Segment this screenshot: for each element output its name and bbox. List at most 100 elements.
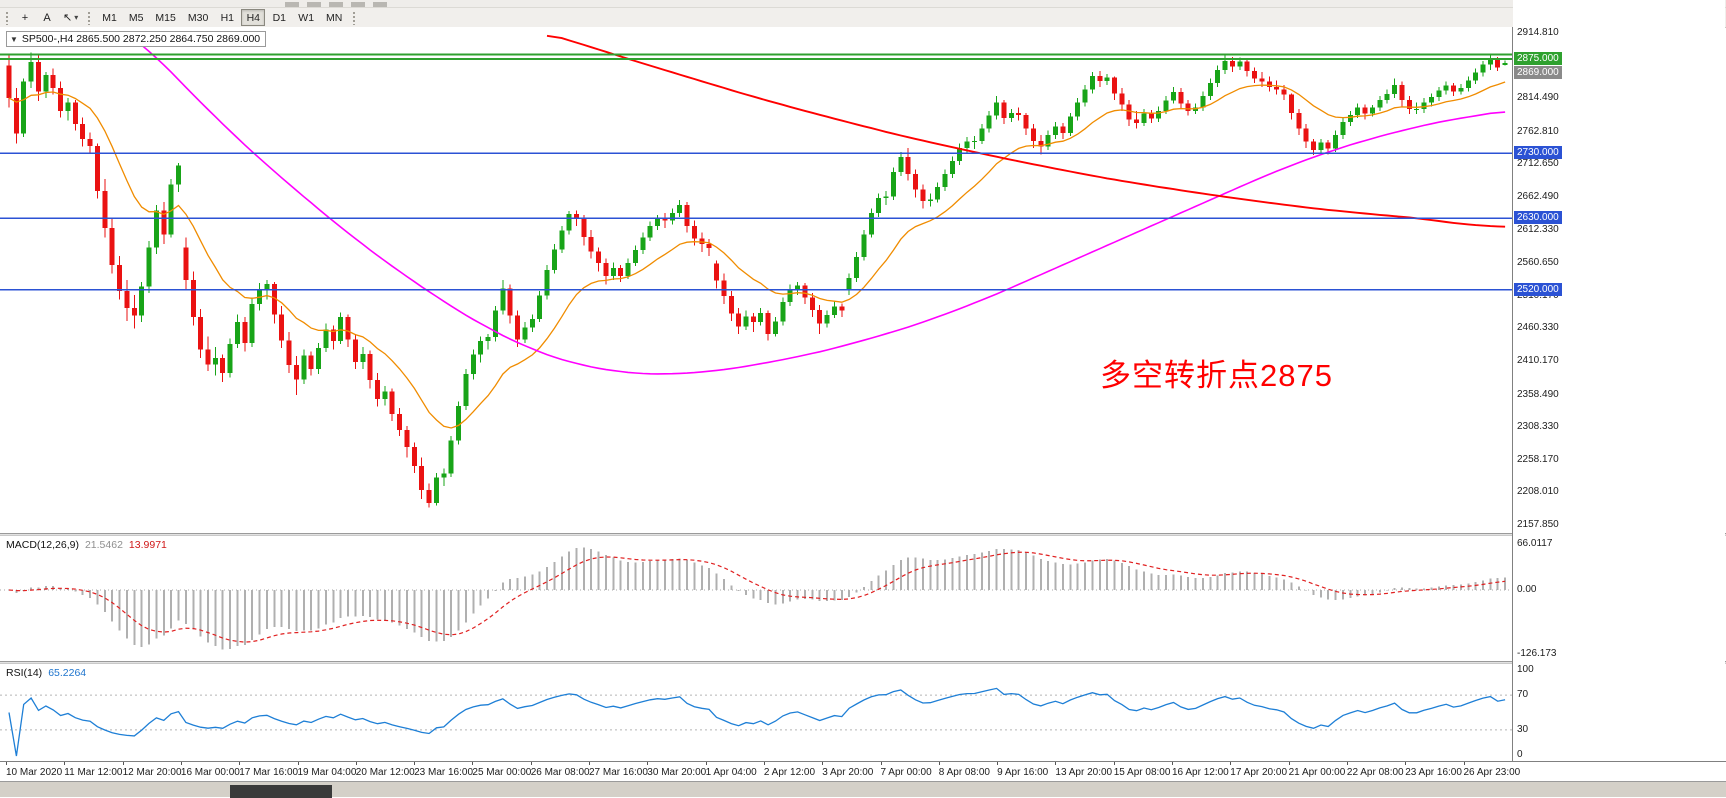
main-price-chart[interactable] bbox=[0, 27, 1512, 533]
time-axis-label: 16 Apr 12:00 bbox=[1172, 767, 1229, 778]
cursor-icon[interactable]: ↖ ▾ bbox=[59, 9, 82, 26]
candle-body bbox=[1244, 61, 1250, 72]
timeframe-h4-button[interactable]: H4 bbox=[241, 9, 266, 26]
candle-body bbox=[1392, 84, 1398, 94]
candle-body bbox=[485, 337, 491, 341]
clipped-toolbar-icon bbox=[329, 2, 343, 7]
candle-body bbox=[264, 283, 270, 289]
candle-body bbox=[301, 355, 307, 380]
candle-body bbox=[1097, 75, 1103, 81]
candle-body bbox=[1458, 88, 1464, 92]
collapse-arrow-icon[interactable]: ▼ bbox=[10, 34, 18, 44]
candle-body bbox=[205, 349, 211, 365]
timeframe-m30-button[interactable]: M30 bbox=[183, 9, 213, 26]
candle-body bbox=[1369, 107, 1375, 114]
candle-body bbox=[537, 295, 543, 319]
candle-body bbox=[949, 160, 955, 174]
time-axis: 10 Mar 2020 11 Mar 12:00 12 Mar 20:00 16 Ma… bbox=[0, 761, 1726, 781]
timeframe-w1-button[interactable]: W1 bbox=[293, 9, 319, 26]
candle-body bbox=[876, 197, 882, 213]
candle-body bbox=[234, 322, 240, 345]
time-tick bbox=[355, 762, 357, 765]
toolbar-drag-handle[interactable] bbox=[5, 10, 10, 25]
candle-body bbox=[1112, 77, 1117, 94]
time-tick bbox=[414, 762, 416, 765]
candle-body bbox=[1384, 93, 1390, 100]
candle-body bbox=[1141, 113, 1147, 124]
candle-body bbox=[1451, 85, 1457, 92]
candle-body bbox=[308, 355, 314, 369]
time-axis-label: 26 Mar 08:00 bbox=[530, 767, 590, 778]
candle-body bbox=[1008, 112, 1014, 119]
candle-body bbox=[839, 306, 845, 311]
candle-body bbox=[994, 102, 1000, 116]
price-axis-label: 2914.810 bbox=[1517, 27, 1559, 38]
candle-body bbox=[596, 251, 602, 263]
candle-body bbox=[1310, 141, 1316, 150]
price-axis-label: 2258.170 bbox=[1517, 453, 1559, 465]
price-axis-label: 2358.490 bbox=[1517, 388, 1559, 400]
candle-body bbox=[706, 244, 712, 249]
timeframe-h1-button[interactable]: H1 bbox=[215, 9, 239, 26]
panel-separator[interactable] bbox=[0, 533, 1726, 536]
timeframe-mn-button[interactable]: MN bbox=[321, 9, 347, 26]
candle-body bbox=[397, 413, 403, 431]
macd-indicator-panel[interactable] bbox=[0, 536, 1512, 661]
timeframe-m15-button[interactable]: M15 bbox=[150, 9, 180, 26]
time-axis-label: 22 Apr 08:00 bbox=[1346, 767, 1404, 778]
time-axis-label: 26 Apr 23:00 bbox=[1463, 767, 1521, 778]
crosshair-icon[interactable]: + bbox=[15, 9, 35, 26]
rsi-indicator-panel[interactable] bbox=[0, 664, 1512, 761]
price-axis-label: 2662.490 bbox=[1517, 191, 1559, 202]
candle-body bbox=[1266, 81, 1272, 87]
candle-body bbox=[6, 65, 12, 98]
candle-body bbox=[1104, 77, 1110, 81]
macd-main-value: 21.5462 bbox=[84, 539, 123, 551]
candle-body bbox=[1377, 99, 1383, 108]
candle-body bbox=[1502, 62, 1508, 66]
timeframe-d1-button[interactable]: D1 bbox=[267, 9, 291, 26]
timeframe-m1-button[interactable]: M1 bbox=[97, 9, 122, 26]
candle-body bbox=[1126, 104, 1132, 120]
time-axis-label: 27 Mar 16:00 bbox=[589, 767, 648, 778]
candle-body bbox=[625, 262, 631, 276]
time-axis-label: 16 Mar 00:00 bbox=[180, 767, 240, 778]
price-axis-label: 2308.330 bbox=[1517, 421, 1559, 433]
panel-separator[interactable] bbox=[0, 661, 1726, 664]
price-axis-label: 2460.330 bbox=[1517, 322, 1559, 334]
candle-body bbox=[920, 189, 926, 202]
time-axis-label: 23 Apr 16:00 bbox=[1405, 767, 1462, 778]
candle-body bbox=[463, 374, 469, 406]
text-annotation-button[interactable]: A bbox=[37, 9, 57, 26]
time-tick bbox=[530, 762, 532, 765]
candle-body bbox=[1465, 80, 1471, 89]
candle-body bbox=[1281, 89, 1287, 95]
candle-body bbox=[389, 391, 395, 414]
candle-body bbox=[198, 316, 204, 350]
time-tick bbox=[822, 762, 824, 765]
candle-body bbox=[964, 141, 970, 148]
macd-signal-value: 13.9971 bbox=[128, 539, 167, 551]
candle-body bbox=[352, 339, 358, 362]
clipped-toolbar-icon bbox=[373, 2, 387, 7]
indicator-line bbox=[546, 34, 1506, 228]
price-axis-label: 2157.850 bbox=[1517, 519, 1559, 530]
time-tick bbox=[239, 762, 241, 765]
candle-body bbox=[1355, 107, 1361, 115]
timeframe-m5-button[interactable]: M5 bbox=[124, 9, 149, 26]
candle-body bbox=[1023, 114, 1029, 129]
candle-body bbox=[787, 290, 793, 302]
indicator-line bbox=[8, 551, 1506, 643]
candle-body bbox=[1215, 69, 1221, 83]
chart-annotation-text[interactable]: 多空转折点2875 bbox=[1100, 358, 1333, 393]
time-tick bbox=[297, 762, 299, 765]
toolbar-drag-handle[interactable] bbox=[87, 10, 93, 25]
candle-body bbox=[927, 199, 933, 202]
candle-body bbox=[448, 440, 454, 474]
candle-body bbox=[1119, 93, 1125, 105]
bottom-tab[interactable] bbox=[230, 785, 332, 798]
dropdown-caret-icon: ▾ bbox=[74, 13, 79, 22]
candle-body bbox=[1259, 78, 1265, 82]
toolbar-drag-handle[interactable] bbox=[352, 10, 358, 25]
